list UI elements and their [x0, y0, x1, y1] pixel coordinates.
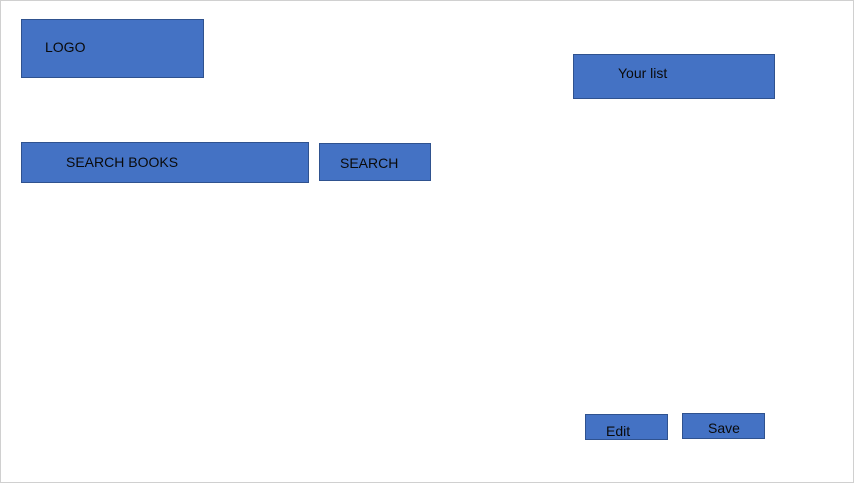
logo-label: LOGO [45, 39, 86, 55]
search-button-label: SEARCH [340, 155, 399, 171]
edit-button[interactable]: Edit [585, 414, 668, 440]
edit-button-label: Edit [606, 423, 631, 439]
save-button[interactable]: Save [682, 413, 765, 439]
search-books-label: SEARCH BOOKS [66, 154, 179, 170]
logo: LOGO [21, 19, 204, 78]
search-books-input[interactable]: SEARCH BOOKS [21, 142, 309, 183]
search-button[interactable]: SEARCH [319, 143, 431, 181]
save-button-label: Save [708, 420, 740, 436]
your-list-label: Your list [618, 65, 668, 81]
your-list-button[interactable]: Your list [573, 54, 775, 99]
